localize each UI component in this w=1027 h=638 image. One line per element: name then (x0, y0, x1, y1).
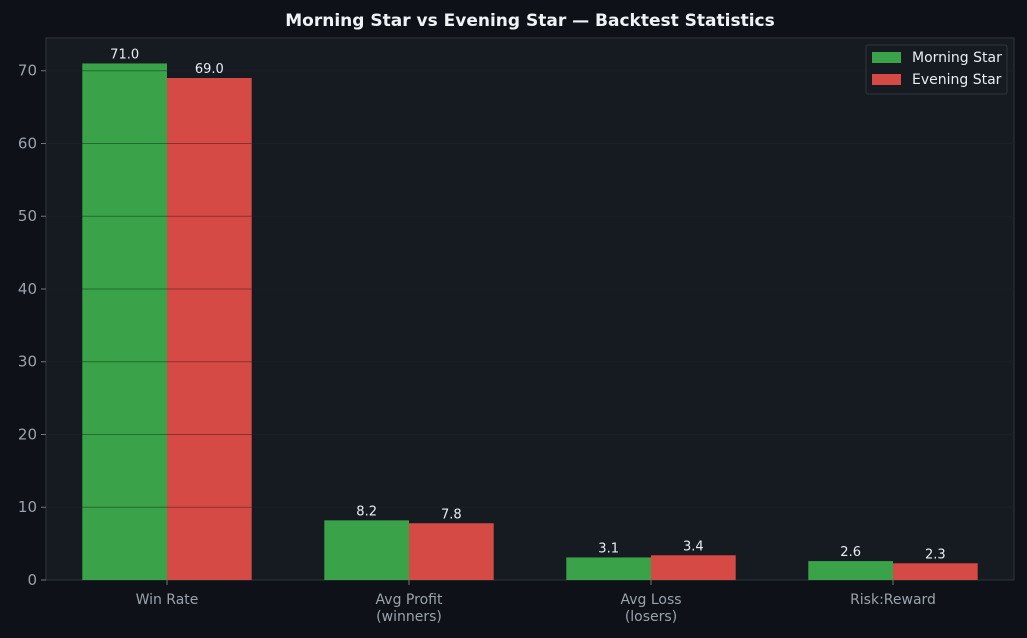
y-axis: 0 10 20 30 40 50 60 70 (18, 62, 46, 589)
bar-evening-star (651, 555, 736, 580)
legend-swatch (872, 52, 901, 63)
y-tick-label: 50 (18, 207, 37, 225)
bar-morning-star (566, 557, 651, 580)
bar-evening-star (893, 563, 978, 580)
x-tick-label: Avg Profit (376, 592, 443, 608)
y-tick-label: 30 (18, 353, 37, 371)
x-tick-label: (losers) (625, 609, 677, 625)
x-tick-label: (winners) (376, 609, 442, 625)
data-label: 7.8 (441, 507, 462, 522)
data-label: 71.0 (110, 47, 139, 62)
data-label: 69.0 (195, 62, 224, 77)
data-label: 2.3 (925, 547, 946, 562)
x-tick-label: Avg Loss (620, 592, 681, 608)
legend-label: Evening Star (912, 72, 1002, 88)
data-label: 3.1 (598, 541, 619, 556)
legend-box (865, 44, 1008, 95)
bar-morning-star (324, 520, 409, 580)
y-tick-label: 0 (27, 571, 37, 589)
x-tick-label: Risk:Reward (850, 592, 936, 608)
data-labels: 71.0 69.0 8.2 7.8 3.1 3.4 2.6 2.3 (110, 47, 946, 562)
data-label: 8.2 (356, 504, 377, 519)
bar-evening-star (167, 78, 252, 580)
data-label: 3.4 (683, 539, 704, 554)
bar-morning-star (808, 561, 893, 580)
y-tick-label: 70 (18, 62, 37, 80)
x-tick-label: Win Rate (136, 592, 199, 608)
y-tick-label: 10 (18, 498, 37, 516)
chart-title: Morning Star vs Evening Star — Backtest … (285, 11, 774, 31)
bar-morning-star (82, 63, 167, 581)
x-axis: Win Rate Avg Profit(winners) Avg Loss(lose… (136, 580, 936, 625)
grid-overlay (46, 70, 1014, 508)
y-tick-label: 60 (18, 134, 37, 152)
legend: Morning Star Evening Star (865, 44, 1008, 95)
legend-swatch (872, 74, 901, 85)
y-tick-label: 40 (18, 280, 37, 298)
y-tick-label: 20 (18, 425, 37, 443)
legend-label: Morning Star (912, 50, 1002, 66)
bar-evening-star (409, 523, 494, 580)
data-label: 2.6 (840, 545, 861, 560)
bars (82, 63, 978, 581)
